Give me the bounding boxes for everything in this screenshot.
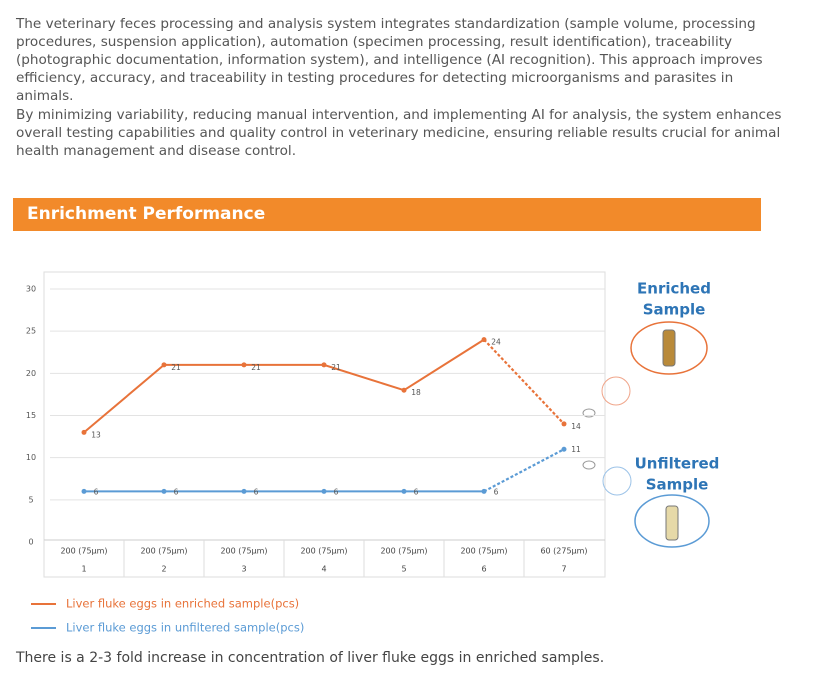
footer-note: There is a 2-3 fold increase in concentr… — [16, 650, 605, 666]
data-label: 6 — [494, 487, 499, 496]
data-label: 21 — [331, 363, 341, 372]
data-point — [481, 337, 487, 343]
section-header: Enrichment Performance — [13, 198, 761, 231]
x-tick-label: 200 (75μm) — [460, 547, 507, 556]
data-point — [321, 362, 327, 368]
y-tick-label: 30 — [26, 285, 36, 294]
data-point — [401, 488, 407, 494]
side-label: Sample — [646, 476, 709, 494]
side-label: Unfiltered — [635, 455, 720, 473]
x-tick-number: 6 — [481, 565, 486, 574]
intro-paragraph: The veterinary feces processing and anal… — [16, 16, 763, 104]
side-label: Enriched — [637, 280, 711, 298]
y-tick-label: 0 — [28, 538, 33, 547]
deco-circle — [582, 408, 596, 418]
sample-circle — [630, 321, 708, 375]
data-label: 6 — [254, 487, 259, 496]
data-point — [401, 387, 407, 393]
x-tick-number: 3 — [241, 565, 246, 574]
data-point — [81, 488, 87, 494]
legend-label: Liver fluke eggs in enriched sample(pcs) — [66, 597, 299, 611]
x-tick-number: 7 — [561, 565, 566, 574]
deco-circle — [602, 466, 632, 496]
data-label: 11 — [571, 445, 581, 454]
x-tick-label: 200 (75μm) — [300, 547, 347, 556]
data-label: 6 — [334, 487, 339, 496]
sample-circle — [634, 494, 710, 548]
side-label: Sample — [643, 301, 706, 319]
data-point — [81, 429, 87, 435]
data-point — [481, 488, 487, 494]
x-tick-number: 4 — [321, 565, 326, 574]
series-line — [483, 448, 565, 493]
x-tick-number: 2 — [161, 565, 166, 574]
legend-label: Liver fluke eggs in unfiltered sample(pc… — [66, 621, 304, 635]
data-point — [161, 488, 167, 494]
data-point — [321, 488, 327, 494]
data-label: 24 — [491, 338, 501, 347]
data-label: 13 — [91, 430, 101, 439]
data-label: 6 — [414, 487, 419, 496]
chart-frame — [43, 271, 606, 578]
x-tick-number: 5 — [401, 565, 406, 574]
y-tick-label: 15 — [26, 411, 36, 420]
x-tick-number: 1 — [81, 565, 86, 574]
data-label: 21 — [171, 363, 181, 372]
data-label: 21 — [251, 363, 261, 372]
data-point — [161, 362, 167, 368]
data-point — [241, 362, 247, 368]
x-tick-label: 200 (75μm) — [60, 547, 107, 556]
series-line — [83, 338, 485, 434]
tube-icon — [665, 505, 679, 541]
data-point — [561, 421, 567, 427]
data-label: 6 — [174, 487, 179, 496]
y-tick-label: 25 — [26, 327, 36, 336]
tube-icon — [662, 329, 676, 367]
x-tick-label: 60 (275μm) — [540, 547, 587, 556]
data-point — [561, 446, 567, 452]
data-label: 14 — [571, 422, 581, 431]
deco-circle — [582, 460, 596, 470]
section-title: Enrichment Performance — [27, 204, 266, 224]
y-tick-label: 20 — [26, 369, 36, 378]
y-tick-label: 10 — [26, 453, 36, 462]
x-tick-label: 200 (75μm) — [220, 547, 267, 556]
series-line — [483, 338, 565, 425]
data-label: 6 — [94, 487, 99, 496]
deco-circle — [601, 376, 631, 406]
intro-paragraph: By minimizing variability, reducing manu… — [16, 107, 782, 159]
x-tick-label: 200 (75μm) — [380, 547, 427, 556]
data-point — [241, 488, 247, 494]
data-label: 18 — [411, 388, 421, 397]
x-tick-label: 200 (75μm) — [140, 547, 187, 556]
y-tick-label: 5 — [28, 495, 33, 504]
